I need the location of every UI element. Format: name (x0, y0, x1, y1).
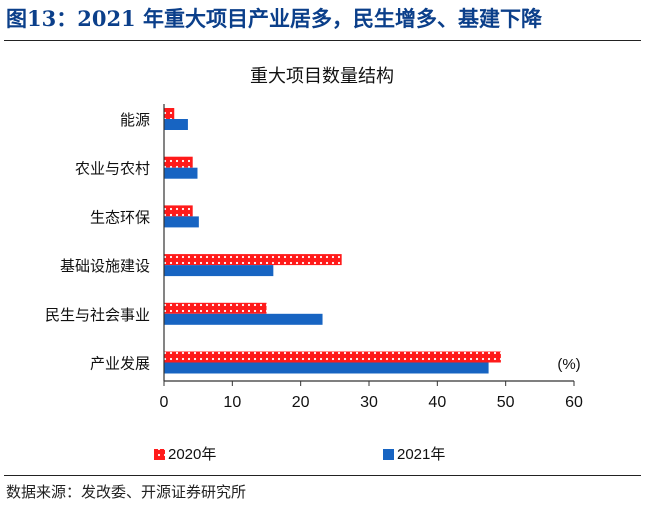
bar-2021年-3 (164, 265, 274, 277)
category-label: 基础设施建设 (60, 257, 150, 275)
bar-2020年-0 (164, 108, 175, 119)
legend-swatch-2021 (383, 449, 394, 460)
bars-layer (164, 108, 501, 374)
top-rule (4, 40, 641, 41)
x-tick-label: 20 (292, 394, 310, 411)
legend-swatch-2020 (154, 449, 165, 460)
bar-2021年-5 (164, 362, 489, 374)
bar-2021年-0 (164, 119, 188, 130)
x-ticks: 0 10 20 30 40 50 60 (160, 381, 583, 411)
x-tick-label: 50 (497, 394, 515, 411)
category-label: 生态环保 (90, 208, 150, 226)
x-tick-label: 10 (223, 394, 241, 411)
bar-2020年-4 (164, 302, 267, 314)
x-tick-label: 0 (160, 394, 169, 411)
category-label: 能源 (120, 111, 150, 129)
bar-2021年-4 (164, 313, 323, 325)
bottom-rule (4, 475, 641, 476)
category-label: 产业发展 (90, 355, 150, 373)
category-label: 农业与农村 (75, 160, 150, 178)
legend-label-2021: 2021年 (397, 446, 445, 463)
x-tick-label: 30 (360, 394, 378, 411)
bar-2020年-1 (164, 156, 193, 168)
bar-2020年-5 (164, 351, 501, 363)
source-note: 数据来源：发改委、开源证券研究所 (6, 483, 247, 501)
x-tick-label: 40 (428, 394, 446, 411)
bar-2021年-2 (164, 216, 199, 228)
legend-label-2020: 2020年 (168, 446, 216, 463)
bar-2020年-3 (164, 254, 342, 266)
unit-label: (%) (557, 356, 580, 373)
category-label: 民生与社会事业 (45, 306, 150, 324)
bar-2020年-2 (164, 205, 193, 217)
figure-title: 图13：2021 年重大项目产业居多，民生增多、基建下降 (6, 6, 542, 31)
chart-title: 重大项目数量结构 (250, 66, 394, 87)
bar-2021年-1 (164, 167, 198, 179)
x-tick-label: 60 (565, 394, 583, 411)
legend: 2020年 2021年 (154, 446, 445, 463)
